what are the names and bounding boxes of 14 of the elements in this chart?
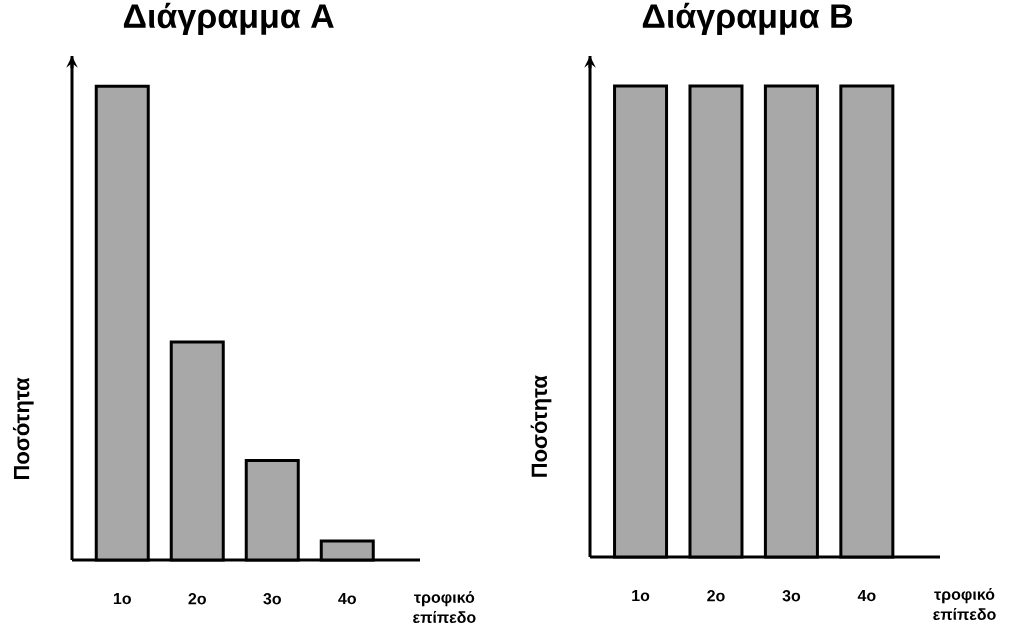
x-tick-label: 3o xyxy=(782,590,801,602)
x-tick-label: 1o xyxy=(632,590,650,602)
chart-title: Διάγραμμα Α xyxy=(123,2,334,35)
x-tick-label: 1o xyxy=(113,593,131,605)
x-tick-label: 2o xyxy=(707,590,725,602)
x-axis-title: τροφικό επίπεδο xyxy=(413,591,476,623)
chart-title: Διάγραμμα Β xyxy=(642,2,853,35)
y-axis-title: Ποσότητα xyxy=(12,377,34,480)
x-tick-label: 4o xyxy=(338,593,356,605)
x-tick-label: 2o xyxy=(188,593,206,605)
y-axis-title: Ποσότητα xyxy=(530,375,552,477)
x-axis-title: τροφικό επίπεδο xyxy=(933,588,996,620)
x-tick-label: 3o xyxy=(263,593,281,605)
x-tick-label: 4o xyxy=(857,590,876,602)
